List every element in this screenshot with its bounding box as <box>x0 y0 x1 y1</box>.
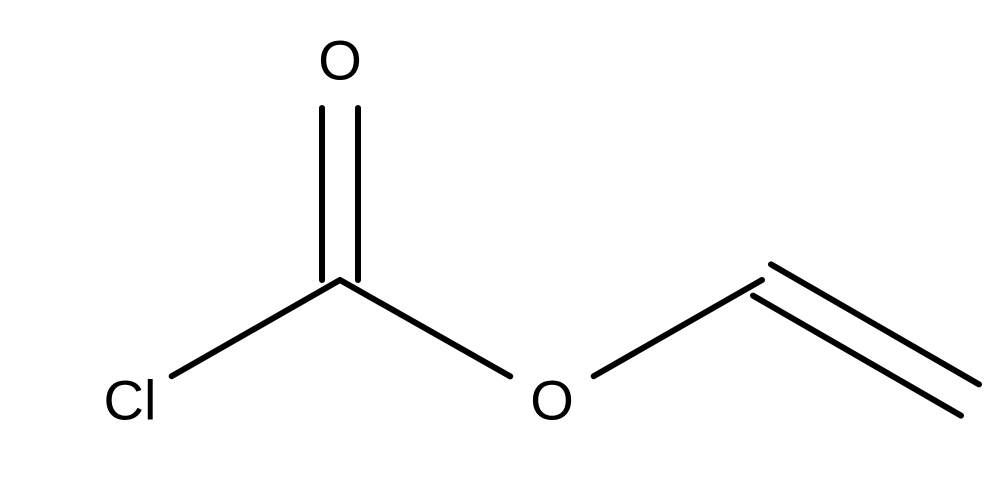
molecule-diagram: Cl O O <box>0 0 1000 500</box>
bond-line <box>594 280 762 376</box>
atom-label-Otop: O <box>318 29 362 92</box>
bond-line <box>340 280 510 376</box>
atom-label-Oeth: O <box>530 369 574 432</box>
bond-line <box>172 280 340 376</box>
atom-label-Cl: Cl <box>104 369 157 432</box>
